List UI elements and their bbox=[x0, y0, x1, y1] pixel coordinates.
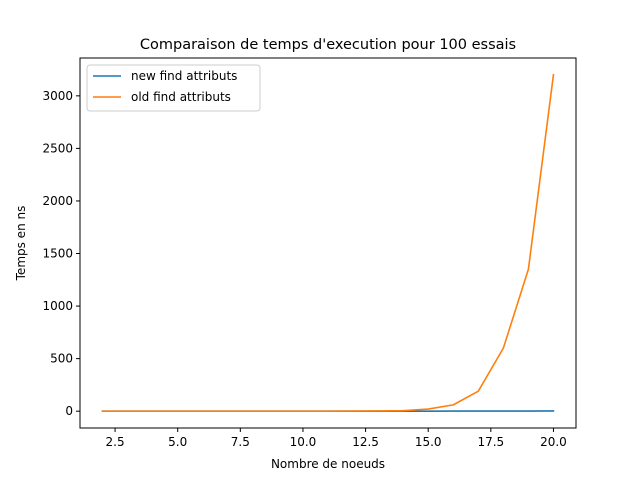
x-axis-title: Nombre de noeuds bbox=[271, 457, 385, 471]
legend-box bbox=[86, 64, 261, 112]
y-tick-label: 1000 bbox=[42, 299, 73, 313]
legend: new find attributs old find attributs bbox=[86, 64, 261, 112]
x-tick-label: 7.5 bbox=[231, 435, 250, 449]
y-tick-label: 1500 bbox=[42, 247, 73, 261]
y-axis-ticks: 0 500 1000 1500 2000 2500 3000 bbox=[42, 89, 80, 418]
legend-label: new find attributs bbox=[131, 69, 237, 83]
x-tick-label: 15.0 bbox=[415, 435, 442, 449]
x-tick-label: 17.5 bbox=[477, 435, 504, 449]
series-lines bbox=[101, 73, 555, 412]
x-tick-label: 2.5 bbox=[106, 435, 125, 449]
series-line-old-find-attributs bbox=[101, 73, 555, 412]
chart-title: Comparaison de temps d'execution pour 10… bbox=[140, 37, 516, 53]
x-tick-label: 5.0 bbox=[168, 435, 187, 449]
y-tick-label: 3000 bbox=[42, 89, 73, 103]
y-axis-title: Temps en ns bbox=[14, 206, 28, 282]
x-tick-label: 10.0 bbox=[290, 435, 317, 449]
x-tick-label: 12.5 bbox=[352, 435, 379, 449]
y-tick-label: 2500 bbox=[42, 141, 73, 155]
y-tick-label: 2000 bbox=[42, 194, 73, 208]
x-axis-ticks: 2.5 5.0 7.5 10.0 12.5 15.0 17.5 20.0 bbox=[106, 428, 567, 449]
y-tick-label: 0 bbox=[65, 404, 73, 418]
legend-label: old find attributs bbox=[131, 90, 231, 104]
y-tick-label: 500 bbox=[50, 352, 73, 366]
x-tick-label: 20.0 bbox=[540, 435, 567, 449]
plot-frame bbox=[79, 57, 577, 429]
